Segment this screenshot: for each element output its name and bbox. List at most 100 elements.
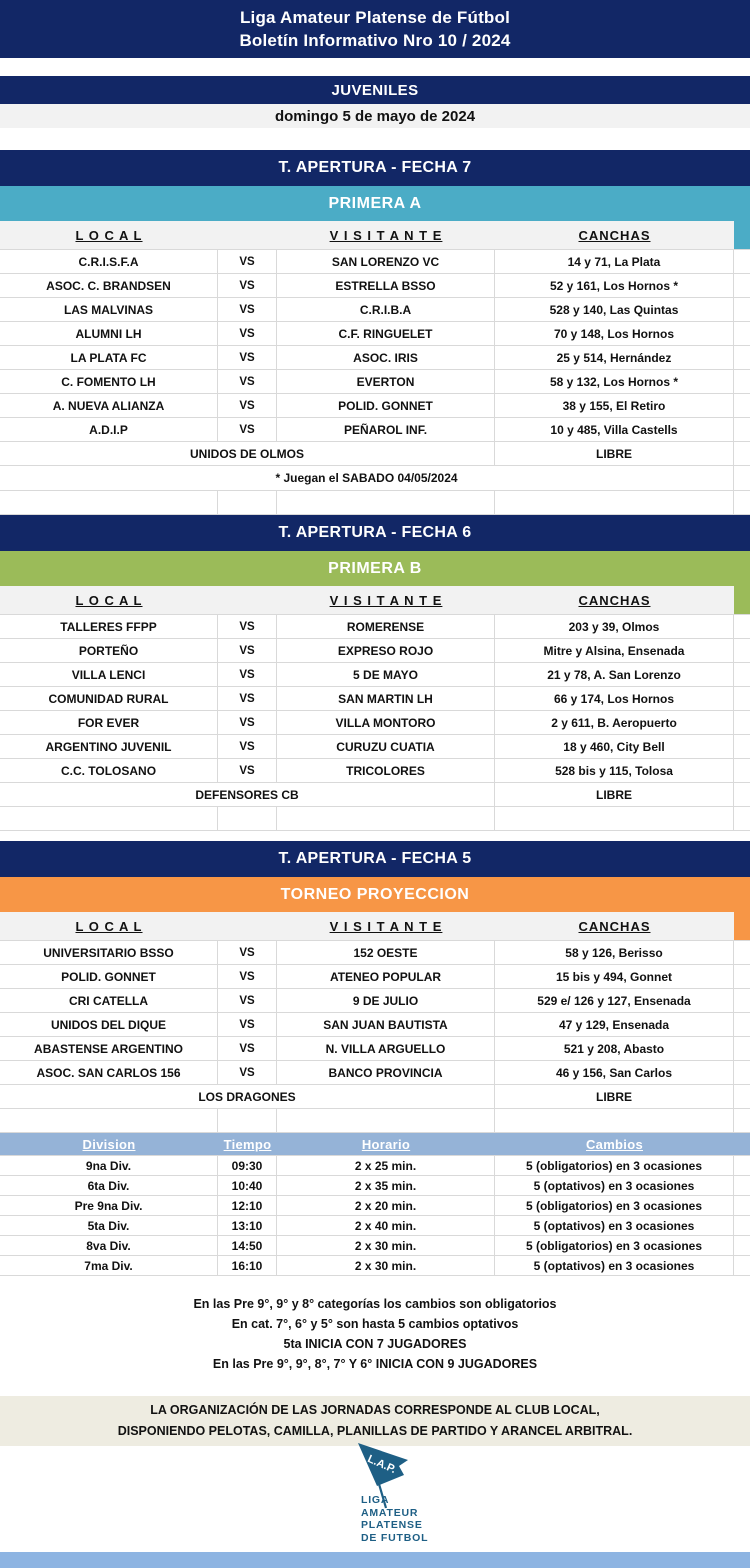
visitante-team-cell: ROMERENSE: [277, 615, 495, 639]
organization-line: LA ORGANIZACIÓN DE LAS JORNADAS CORRESPO…: [150, 1403, 600, 1417]
division-banner: TORNEO PROYECCION: [0, 877, 750, 912]
visitante-team-cell: SAN LORENZO VC: [277, 250, 495, 274]
local-team-cell: ASOC. C. BRANDSEN: [0, 274, 218, 298]
organization-note: LA ORGANIZACIÓN DE LAS JORNADAS CORRESPO…: [0, 1396, 750, 1446]
cancha-cell: 529 e/ 126 y 127, Ensenada: [495, 989, 734, 1013]
cancha-cell: 58 y 132, Los Hornos *: [495, 370, 734, 394]
cancha-cell: 14 y 71, La Plata: [495, 250, 734, 274]
cancha-cell: 521 y 208, Abasto: [495, 1037, 734, 1061]
accent-sliver: [734, 912, 750, 940]
edge-cell: [734, 274, 750, 298]
vs-cell: VS: [218, 274, 277, 298]
match-row: UNIDOS DEL DIQUE VS SAN JUAN BAUTISTA 47 y …: [0, 1013, 750, 1037]
fixtures-table: TALLERES FFPP VS ROMERENSE 203 y 39, Olmos P…: [0, 614, 750, 831]
empty-cell: [218, 807, 277, 831]
cancha-cell: 18 y 460, City Bell: [495, 735, 734, 759]
match-row: C. FOMENTO LH VS EVERTON 58 y 132, Los Horn…: [0, 370, 750, 394]
column-header-canchas: CANCHAS: [578, 918, 651, 934]
date-banner: domingo 5 de mayo de 2024: [0, 104, 750, 128]
match-row: A.D.I.P VS PEÑAROL INF. 10 y 485, Villa Cas…: [0, 418, 750, 442]
free-team-row: UNIDOS DE OLMOS LIBRE: [0, 442, 750, 466]
match-row: POLID. GONNET VS ATENEO POPULAR 15 bis y 49…: [0, 965, 750, 989]
visitante-team-cell: 9 DE JULIO: [277, 989, 495, 1013]
local-team-cell: FOR EVER: [0, 711, 218, 735]
cancha-cell: Mitre y Alsina, Ensenada: [495, 639, 734, 663]
edge-cell: [734, 735, 750, 759]
saturday-note-row: * Juegan el SABADO 04/05/2024: [0, 466, 750, 491]
local-team-cell: POLID. GONNET: [0, 965, 218, 989]
match-row: LA PLATA FC VS ASOC. IRIS 25 y 514, Hernánd…: [0, 346, 750, 370]
visitante-team-cell: ASOC. IRIS: [277, 346, 495, 370]
edge-cell: [734, 783, 750, 807]
match-row: COMUNIDAD RURAL VS SAN MARTIN LH 66 y 174, …: [0, 687, 750, 711]
accent-sliver: [734, 221, 750, 249]
empty-cell: [0, 1109, 218, 1133]
edge-cell: [734, 639, 750, 663]
empty-cell: [495, 491, 734, 515]
empty-cell: [734, 1109, 750, 1133]
edge-cell: [734, 1236, 750, 1256]
cancha-cell: 47 y 129, Ensenada: [495, 1013, 734, 1037]
saturday-note-cell: * Juegan el SABADO 04/05/2024: [0, 466, 734, 491]
match-row: VILLA LENCI VS 5 DE MAYO 21 y 78, A. San Lo…: [0, 663, 750, 687]
local-team-cell: UNIVERSITARIO BSSO: [0, 941, 218, 965]
visitante-team-cell: 152 OESTE: [277, 941, 495, 965]
horario-cell: 2 x 35 min.: [277, 1176, 495, 1196]
edge-cell: [734, 322, 750, 346]
column-header-visitante: V I S I T A N T E: [329, 227, 443, 243]
match-row: TALLERES FFPP VS ROMERENSE 203 y 39, Olmos: [0, 615, 750, 639]
tiempo-cell: 12:10: [218, 1196, 277, 1216]
vs-cell: VS: [218, 941, 277, 965]
tiempo-cell: 14:50: [218, 1236, 277, 1256]
empty-cell: [277, 807, 495, 831]
cancha-cell: 15 bis y 494, Gonnet: [495, 965, 734, 989]
fixtures-table: UNIVERSITARIO BSSO VS 152 OESTE 58 y 126, B…: [0, 940, 750, 1133]
empty-cell: [218, 491, 277, 515]
match-row: UNIVERSITARIO BSSO VS 152 OESTE 58 y 126, B…: [0, 941, 750, 965]
vs-cell: VS: [218, 759, 277, 783]
footer-band: [0, 1552, 750, 1568]
visitante-team-cell: POLID. GONNET: [277, 394, 495, 418]
accent-sliver: [734, 586, 750, 614]
match-row: LAS MALVINAS VS C.R.I.B.A 528 y 140, Las Qu…: [0, 298, 750, 322]
horario-cell: 2 x 30 min.: [277, 1256, 495, 1276]
horario-cell: 2 x 25 min.: [277, 1156, 495, 1176]
schedule-row: 8va Div. 14:50 2 x 30 min. 5 (obligatorios)…: [0, 1236, 750, 1256]
rules-note-line: En cat. 7°, 6° y 5° son hasta 5 cambios …: [231, 1317, 519, 1331]
free-team-cell: UNIDOS DE OLMOS: [0, 442, 495, 466]
local-team-cell: VILLA LENCI: [0, 663, 218, 687]
cancha-cell: 52 y 161, Los Hornos *: [495, 274, 734, 298]
tiempo-cell: 09:30: [218, 1156, 277, 1176]
edge-cell: [734, 370, 750, 394]
vs-cell: VS: [218, 370, 277, 394]
match-row: C.C. TOLOSANO VS TRICOLORES 528 bis y 115, …: [0, 759, 750, 783]
empty-grid-row: [0, 1109, 750, 1133]
cambios-cell: 5 (obligatorios) en 3 ocasiones: [495, 1236, 734, 1256]
column-header-visitante: V I S I T A N T E: [329, 592, 443, 608]
visitante-team-cell: ESTRELLA BSSO: [277, 274, 495, 298]
visitante-team-cell: TRICOLORES: [277, 759, 495, 783]
cambios-cell: 5 (obligatorios) en 3 ocasiones: [495, 1156, 734, 1176]
cancha-cell: 2 y 611, B. Aeropuerto: [495, 711, 734, 735]
vs-cell: VS: [218, 735, 277, 759]
vs-cell: VS: [218, 1013, 277, 1037]
round-banner: T. APERTURA - FECHA 5: [0, 841, 750, 877]
match-row: ASOC. SAN CARLOS 156 VS BANCO PROVINCIA 46 …: [0, 1061, 750, 1085]
free-team-row: LOS DRAGONES LIBRE: [0, 1085, 750, 1109]
edge-cell: [734, 711, 750, 735]
vs-cell: VS: [218, 639, 277, 663]
edge-cell: [734, 1037, 750, 1061]
vs-cell: VS: [218, 687, 277, 711]
horario-cell: 2 x 40 min.: [277, 1216, 495, 1236]
cambios-cell: 5 (optativos) en 3 ocasiones: [495, 1256, 734, 1276]
edge-cell: [734, 346, 750, 370]
edge-cell: [734, 1176, 750, 1196]
vs-cell: VS: [218, 346, 277, 370]
edge-cell: [734, 965, 750, 989]
cambios-cell: 5 (obligatorios) en 3 ocasiones: [495, 1196, 734, 1216]
rules-note-line: En las Pre 9°, 9°, 8°, 7° Y 6° INICIA CO…: [212, 1357, 538, 1371]
local-team-cell: ALUMNI LH: [0, 322, 218, 346]
schedule-header-division: Division: [82, 1136, 136, 1152]
local-team-cell: LA PLATA FC: [0, 346, 218, 370]
